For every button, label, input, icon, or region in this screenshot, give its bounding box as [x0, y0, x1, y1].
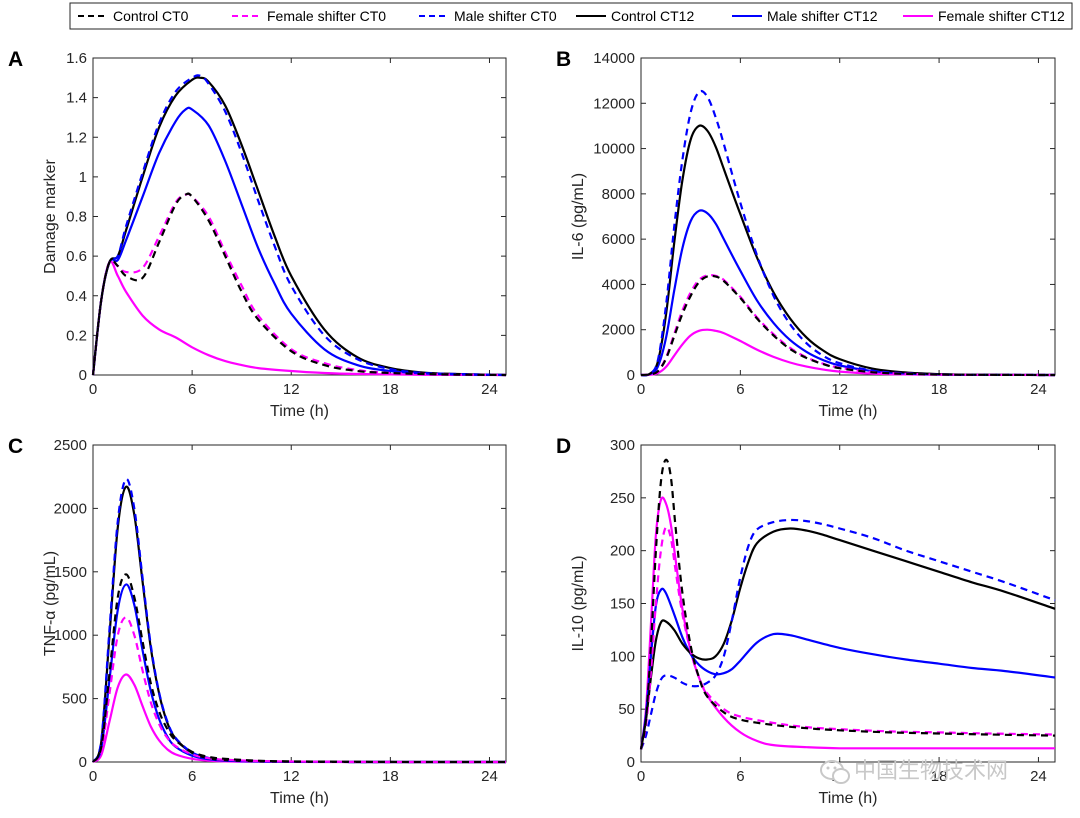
panel-d: 06121824050100150200250300Time (h)IL-10 …	[556, 435, 1056, 807]
series-line	[91, 192, 507, 377]
y-tick-label: 1500	[54, 564, 87, 581]
series-line	[92, 573, 506, 764]
y-tick-label: 1.6	[66, 50, 87, 67]
series-line	[91, 106, 507, 377]
x-tick-label: 24	[481, 768, 498, 785]
x-tick-label: 0	[637, 381, 645, 398]
y-tick-label: 10000	[593, 141, 635, 158]
panel-letter: B	[556, 48, 571, 71]
x-tick-label: 24	[481, 381, 498, 398]
x-tick-label: 6	[188, 381, 196, 398]
y-tick-label: 6000	[602, 231, 635, 248]
y-tick-label: 500	[62, 691, 87, 708]
y-tick-label: 0.2	[66, 327, 87, 344]
series-line	[640, 274, 1056, 377]
y-tick-label: 1.4	[66, 90, 87, 107]
watermark-text: 中国生物技术网	[854, 758, 1008, 783]
series-line	[639, 518, 1056, 750]
series-line	[640, 328, 1056, 377]
y-tick-label: 2500	[54, 437, 87, 454]
y-tick-label: 0	[79, 367, 87, 384]
y-axis-label: Damage marker	[42, 158, 59, 273]
y-tick-label: 1	[79, 169, 87, 186]
wechat-icon	[820, 760, 850, 784]
panel-c: 0 6 12 18 24 0 500 1000 1500 2000 2500 Time (h) TNF-…	[8, 435, 507, 807]
plot-area	[640, 57, 1056, 376]
x-tick-label: 24	[1030, 381, 1047, 398]
series-line	[91, 74, 507, 377]
legend-entry: Female shifter CT12	[903, 8, 1065, 24]
y-tick-label: 8000	[602, 186, 635, 203]
x-tick-label: 12	[283, 381, 300, 398]
legend-label: Female shifter CT0	[267, 8, 386, 24]
legend-label: Male shifter CT0	[454, 8, 557, 24]
panel-letter: D	[556, 435, 571, 458]
series-line	[639, 587, 1056, 750]
legend-label: Control CT0	[113, 8, 189, 24]
y-tick-label: 150	[610, 596, 635, 613]
x-tick-label: 6	[736, 768, 744, 785]
panels: 0 6 12 18 24 0 0.2 0.4 0.6 0.8 1 1.2 1.4 1.6 Time (h) D…	[8, 48, 1056, 807]
panel-b: 0 6 12 18 24 0 2000 4000 6000 8000 10000 12000 14000…	[556, 48, 1056, 420]
y-tick-label: 0.8	[66, 209, 87, 226]
x-tick-label: 6	[736, 381, 744, 398]
y-tick-label: 100	[610, 648, 635, 665]
x-tick-label: 0	[89, 768, 97, 785]
x-tick-label: 18	[931, 381, 948, 398]
y-tick-label: 250	[610, 490, 635, 507]
y-tick-label: 0	[79, 754, 87, 771]
y-axis-label: IL-6 (pg/mL)	[570, 173, 587, 260]
legend-label: Male shifter CT12	[767, 8, 878, 24]
y-tick-label: 1000	[54, 627, 87, 644]
x-tick-label: 18	[931, 768, 948, 785]
legend: Control CT0 Female shifter CT0 Male shifte…	[69, 2, 1073, 30]
x-tick-label: 0	[89, 381, 97, 398]
x-tick-label: 24	[1030, 768, 1047, 785]
y-tick-label: 1.2	[66, 129, 87, 146]
panel-letter: C	[8, 435, 23, 458]
y-tick-label: 4000	[602, 276, 635, 293]
watermark: 中国生物技术网	[820, 758, 1008, 784]
legend-entry: Male shifter CT12	[732, 8, 878, 24]
legend-entry: Control CT0	[78, 8, 189, 24]
y-tick-label: 2000	[602, 322, 635, 339]
panel-a: 0 6 12 18 24 0 0.2 0.4 0.6 0.8 1 1.2 1.4 1.6 Time (h) D…	[8, 48, 507, 420]
y-tick-label: 0.6	[66, 248, 87, 265]
y-tick-label: 2000	[54, 500, 87, 517]
series-line	[91, 260, 507, 377]
y-tick-label: 300	[610, 437, 635, 454]
x-axis-label: Time (h)	[270, 403, 329, 420]
x-tick-label: 12	[831, 381, 848, 398]
legend-label: Female shifter CT12	[938, 8, 1065, 24]
x-axis-label: Time (h)	[270, 790, 329, 807]
x-tick-label: 0	[637, 768, 645, 785]
legend-label: Control CT12	[611, 8, 694, 24]
series-line	[639, 458, 1056, 750]
y-tick-label: 12000	[593, 95, 635, 112]
y-tick-label: 0.4	[66, 288, 87, 305]
legend-entry: Control CT12	[576, 8, 694, 24]
y-axis-label: IL-10 (pg/mL)	[570, 555, 587, 651]
x-tick-label: 6	[188, 768, 196, 785]
y-tick-label: 50	[618, 701, 635, 718]
panel-letter: A	[8, 48, 23, 71]
y-tick-label: 14000	[593, 50, 635, 67]
x-axis-label: Time (h)	[819, 790, 878, 807]
x-tick-label: 18	[382, 768, 399, 785]
legend-entry: Female shifter CT0	[232, 8, 386, 24]
y-axis-label: TNF-α (pg/mL)	[42, 551, 59, 656]
y-tick-label: 200	[610, 543, 635, 560]
y-tick-label: 0	[627, 367, 635, 384]
y-tick-label: 0	[627, 754, 635, 771]
x-axis-label: Time (h)	[819, 403, 878, 420]
x-tick-label: 18	[382, 381, 399, 398]
legend-entry: Male shifter CT0	[419, 8, 557, 24]
x-tick-label: 12	[283, 768, 300, 785]
